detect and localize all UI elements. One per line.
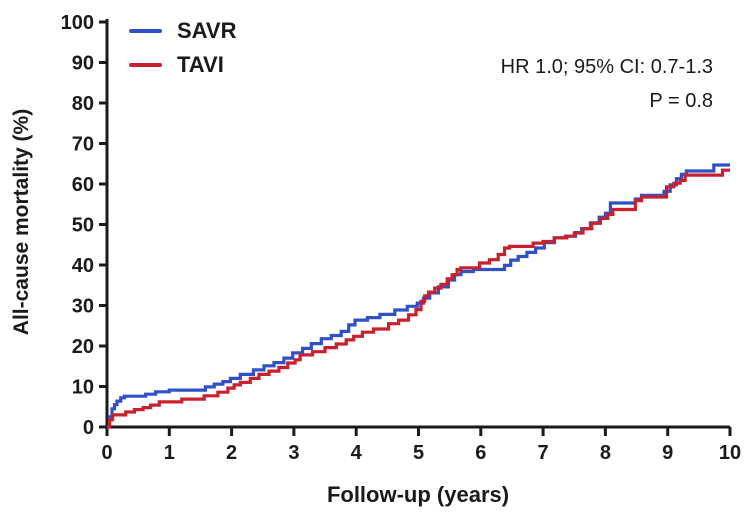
- x-tick-label: 3: [288, 442, 299, 464]
- x-tick-label: 1: [164, 442, 175, 464]
- legend-swatch: [129, 29, 162, 33]
- y-axis-title: All-cause mortality (%): [10, 108, 33, 336]
- x-axis-title: Follow-up (years): [326, 482, 510, 507]
- x-tick-label: 0: [101, 442, 112, 464]
- stats-annotation: HR 1.0; 95% CI: 0.7-1.3 P = 0.8: [501, 50, 713, 118]
- legend-label-tavi: TAVI: [177, 52, 224, 77]
- y-tick-label: 100: [61, 12, 94, 34]
- y-tick-label: 10: [72, 377, 94, 399]
- legend-swatch: [129, 63, 162, 67]
- x-tick-label: 7: [538, 442, 549, 464]
- legend-item-tavi: TAVI: [129, 48, 237, 82]
- legend-item-savr: SAVR: [129, 14, 237, 48]
- y-tick-label: 0: [83, 417, 94, 439]
- y-tick-label: 40: [72, 255, 94, 277]
- y-tick-label: 60: [72, 174, 94, 196]
- y-tick-label: 20: [72, 336, 94, 358]
- y-tick-label: 50: [72, 215, 94, 237]
- x-tick-label: 4: [351, 442, 363, 464]
- x-tick-label: 6: [475, 442, 486, 464]
- x-tick-label: 10: [719, 442, 741, 464]
- x-tick-label: 8: [600, 442, 611, 464]
- series-curve-tavi: [107, 168, 730, 429]
- y-tick-label: 80: [72, 93, 94, 115]
- legend-label-savr: SAVR: [177, 18, 237, 43]
- x-tick-label: 2: [226, 442, 237, 464]
- x-tick-label: 9: [662, 442, 673, 464]
- legend: SAVR TAVI: [129, 14, 237, 82]
- y-tick-label: 90: [72, 53, 94, 75]
- y-tick-label: 30: [72, 296, 94, 318]
- x-tick-label: 5: [413, 442, 424, 464]
- hr-ci-text: HR 1.0; 95% CI: 0.7-1.3: [500, 56, 713, 78]
- y-tick-label: 70: [72, 134, 94, 156]
- p-value-text: P = 0.8: [649, 90, 713, 112]
